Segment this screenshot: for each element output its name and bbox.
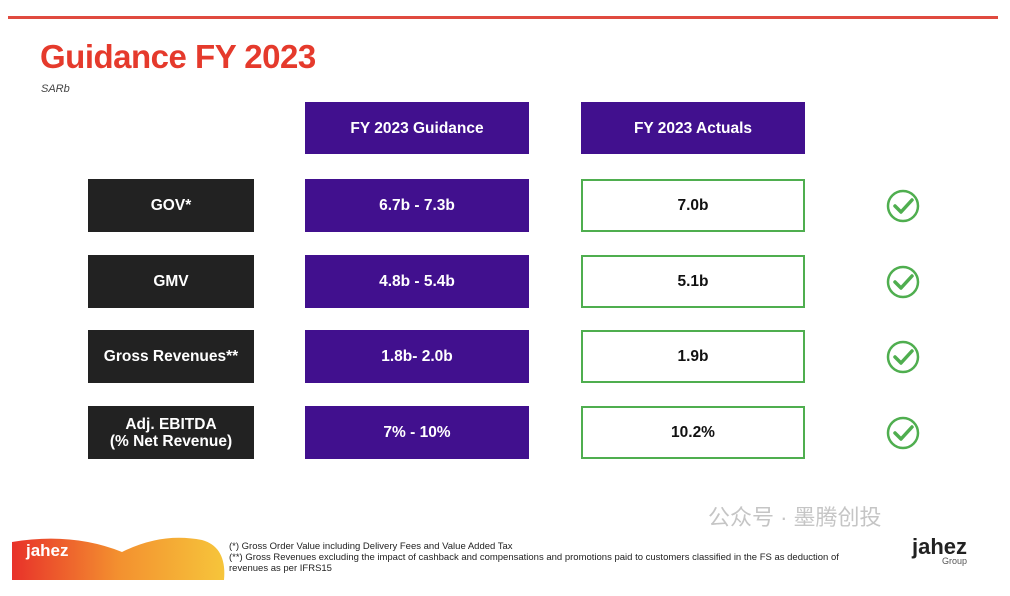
footnote-1: (*) Gross Order Value including Delivery… bbox=[229, 541, 513, 552]
top-divider bbox=[8, 16, 998, 19]
actual-value: 7.0b bbox=[581, 179, 805, 232]
jahez-group-logo: jahez Group bbox=[912, 534, 968, 566]
guidance-value: 1.8b- 2.0b bbox=[305, 330, 529, 383]
check-icon bbox=[886, 189, 920, 223]
logo-sub: Group bbox=[942, 556, 968, 566]
row-label: GMV bbox=[88, 255, 254, 308]
header-guidance: FY 2023 Guidance bbox=[305, 102, 529, 154]
logo-name: jahez bbox=[912, 534, 968, 559]
check-icon bbox=[886, 340, 920, 374]
actual-value: 5.1b bbox=[581, 255, 805, 308]
row-label: GOV* bbox=[88, 179, 254, 232]
svg-text:jahez: jahez bbox=[25, 541, 69, 560]
check-icon bbox=[886, 416, 920, 450]
row-label: Adj. EBITDA (% Net Revenue) bbox=[88, 406, 254, 459]
actual-value: 1.9b bbox=[581, 330, 805, 383]
guidance-value: 7% - 10% bbox=[305, 406, 529, 459]
guidance-value: 6.7b - 7.3b bbox=[305, 179, 529, 232]
footnotes: (*) Gross Order Value including Delivery… bbox=[229, 541, 869, 574]
watermark: 公众号 · 墨腾创投 bbox=[708, 505, 882, 530]
page-title: Guidance FY 2023 bbox=[40, 38, 316, 75]
jahez-logo-swoosh: jahez bbox=[12, 537, 225, 580]
check-icon bbox=[886, 265, 920, 299]
footnote-2: (**) Gross Revenues excluding the impact… bbox=[229, 552, 839, 574]
actual-value: 10.2% bbox=[581, 406, 805, 459]
row-label: Gross Revenues** bbox=[88, 330, 254, 383]
unit-label: SARb bbox=[41, 83, 70, 95]
guidance-value: 4.8b - 5.4b bbox=[305, 255, 529, 308]
header-actuals: FY 2023 Actuals bbox=[581, 102, 805, 154]
